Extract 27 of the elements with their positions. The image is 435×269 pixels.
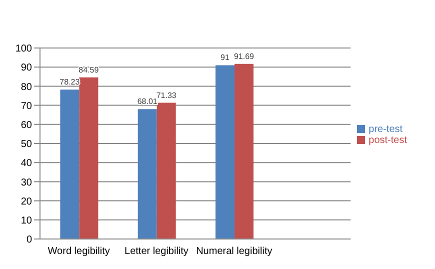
y-tick-label: 80: [20, 82, 32, 93]
x-tick-label: Numeral legibility: [196, 246, 272, 258]
data-label: 71.33: [156, 90, 177, 100]
y-tick-label: 50: [20, 139, 32, 150]
y-tick-label: 10: [20, 215, 32, 226]
y-tick-label: 100: [15, 44, 32, 55]
bar: [60, 90, 80, 239]
y-tick-label: 20: [20, 196, 32, 208]
y-tick-label: 30: [20, 177, 32, 188]
data-label: 84.59: [78, 65, 100, 74]
legend-label: pre-test: [368, 124, 403, 134]
y-tick-label: 90: [20, 62, 32, 74]
bar: [138, 109, 157, 239]
y-tick-label: 70: [20, 100, 32, 112]
bar: [156, 102, 176, 239]
data-label: 91: [220, 53, 230, 62]
x-tick-label: Letter legibility: [124, 246, 188, 258]
y-tick-label: 0: [26, 234, 32, 246]
y-tick-label: 60: [20, 120, 32, 131]
legend-label: post-test: [368, 134, 407, 146]
bar: [234, 64, 254, 239]
data-label: 68.01: [137, 97, 158, 106]
x-tick-label: Word legibility: [48, 246, 110, 258]
bar: [216, 65, 235, 239]
data-label: 91.69: [234, 52, 255, 61]
bar: [79, 77, 98, 239]
y-tick-label: 40: [20, 158, 32, 170]
